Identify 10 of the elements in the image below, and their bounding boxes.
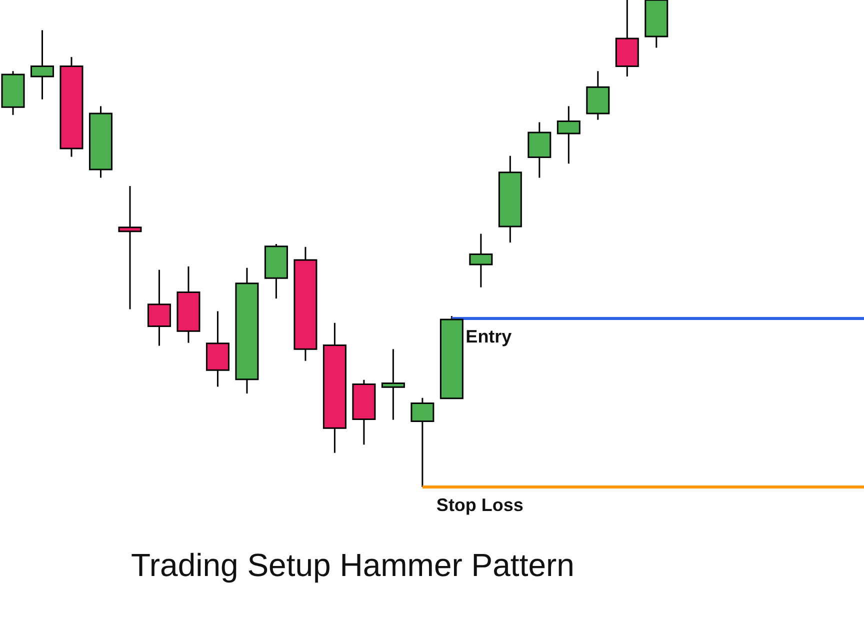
ref-line-label: Entry	[466, 326, 512, 346]
candlestick	[118, 185, 142, 310]
candlestick	[556, 105, 580, 164]
candlestick	[147, 269, 171, 347]
text: Trading Setup Hammer Pattern	[131, 547, 574, 583]
candlestick	[381, 348, 405, 421]
candlestick	[469, 233, 493, 288]
candlestick	[410, 397, 434, 487]
ref-line-label: Stop Loss	[436, 495, 524, 515]
candlestick	[30, 29, 54, 100]
